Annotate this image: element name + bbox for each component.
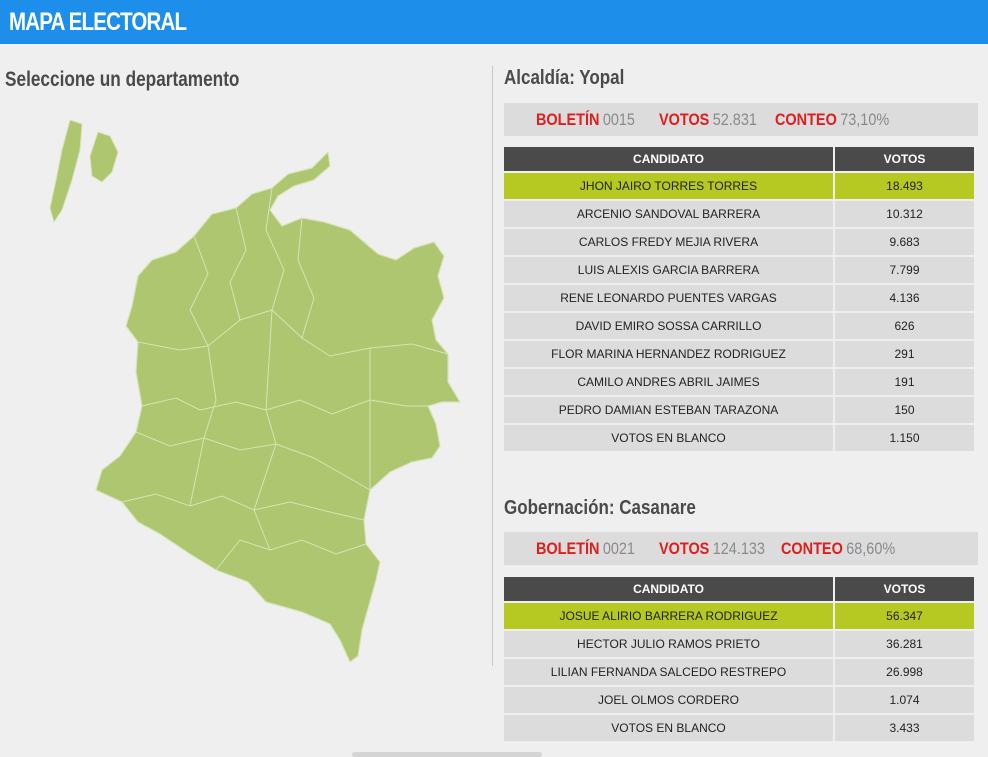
boletin-value: 0015 <box>602 110 635 129</box>
candidate-name: HECTOR JULIO RAMOS PRIETO <box>504 631 834 657</box>
table-row: CARLOS FREDY MEJIA RIVERA 9.683 <box>504 229 974 255</box>
candidate-votes: 4.136 <box>835 285 974 311</box>
candidate-votes: 56.347 <box>835 603 974 629</box>
column-divider <box>492 66 493 666</box>
colombia-map-svg[interactable] <box>40 110 480 670</box>
candidate-votes: 10.312 <box>835 201 974 227</box>
department-providencia[interactable] <box>89 131 119 183</box>
boletin-label: BOLETÍN <box>536 110 600 129</box>
candidate-votes: 7.799 <box>835 257 974 283</box>
alcaldia-conteo: CONTEO 73,10% <box>775 110 889 130</box>
department-san-andres[interactable] <box>49 119 83 224</box>
candidate-votes: 191 <box>835 369 974 395</box>
map-heading: Seleccione un departamento <box>5 68 240 91</box>
table-row: LILIAN FERNANDA SALCEDO RESTREPO 26.998 <box>504 659 974 685</box>
table-row: JHON JAIRO TORRES TORRES 18.493 <box>504 173 974 199</box>
votos-value: 124.133 <box>712 539 765 558</box>
table-row: VOTOS EN BLANCO 3.433 <box>504 715 974 741</box>
candidate-name: PEDRO DAMIAN ESTEBAN TARAZONA <box>504 397 833 423</box>
candidate-votes: 1.150 <box>835 425 974 451</box>
conteo-value: 68,60% <box>846 539 896 558</box>
column-header-votes: VOTOS <box>835 577 974 601</box>
top-bar: MAPA ELECTORAL <box>0 0 988 44</box>
candidate-votes: 18.493 <box>835 173 974 199</box>
conteo-label: CONTEO <box>781 539 843 558</box>
candidate-name: JHON JAIRO TORRES TORRES <box>504 173 833 199</box>
candidate-name: ARCENIO SANDOVAL BARRERA <box>504 201 833 227</box>
table-row: JOSUE ALIRIO BARRERA RODRIGUEZ 56.347 <box>504 603 974 629</box>
candidate-name: DAVID EMIRO SOSSA CARRILLO <box>504 313 833 339</box>
candidate-votes: 1.074 <box>835 687 974 713</box>
table-row: JOEL OLMOS CORDERO 1.074 <box>504 687 974 713</box>
candidate-name: RENE LEONARDO PUENTES VARGAS <box>504 285 833 311</box>
alcaldia-title: Alcaldía: Yopal <box>504 67 625 89</box>
candidate-name: LILIAN FERNANDA SALCEDO RESTREPO <box>504 659 834 685</box>
gobernacion-stats-bar: BOLETÍN 0021 VOTOS 124.133 CONTEO 68,60% <box>504 532 978 565</box>
column-header-candidate: CANDIDATO <box>504 147 833 171</box>
candidate-name: JOEL OLMOS CORDERO <box>504 687 834 713</box>
boletin-label: BOLETÍN <box>536 539 600 558</box>
candidate-votes: 291 <box>835 341 974 367</box>
gobernacion-votos: VOTOS 124.133 <box>659 539 765 559</box>
candidate-votes: 3.433 <box>835 715 974 741</box>
votos-label: VOTOS <box>659 110 710 129</box>
table-header-row: CANDIDATO VOTOS <box>504 147 974 171</box>
votos-value: 52.831 <box>712 110 757 129</box>
candidate-name: VOTOS EN BLANCO <box>504 715 834 741</box>
table-row: ARCENIO SANDOVAL BARRERA 10.312 <box>504 201 974 227</box>
table-row: VOTOS EN BLANCO 1.150 <box>504 425 974 451</box>
alcaldia-boletin: BOLETÍN 0015 <box>536 110 635 130</box>
table-row: CAMILO ANDRES ABRIL JAIMES 191 <box>504 369 974 395</box>
scroll-indicator[interactable] <box>352 752 542 757</box>
alcaldia-votos: VOTOS 52.831 <box>659 110 757 130</box>
candidate-votes: 150 <box>835 397 974 423</box>
gobernacion-results-table: CANDIDATO VOTOS JOSUE ALIRIO BARRERA ROD… <box>502 575 976 743</box>
candidate-votes: 36.281 <box>835 631 974 657</box>
conteo-label: CONTEO <box>775 110 837 129</box>
candidate-name: LUIS ALEXIS GARCIA BARRERA <box>504 257 833 283</box>
table-row: HECTOR JULIO RAMOS PRIETO 36.281 <box>504 631 974 657</box>
department-mainland[interactable] <box>95 150 462 663</box>
gobernacion-conteo: CONTEO 68,60% <box>781 539 895 559</box>
candidate-name: JOSUE ALIRIO BARRERA RODRIGUEZ <box>504 603 834 629</box>
table-row: LUIS ALEXIS GARCIA BARRERA 7.799 <box>504 257 974 283</box>
candidate-name: VOTOS EN BLANCO <box>504 425 833 451</box>
candidate-name: CARLOS FREDY MEJIA RIVERA <box>504 229 833 255</box>
votos-label: VOTOS <box>659 539 710 558</box>
candidate-name: FLOR MARINA HERNANDEZ RODRIGUEZ <box>504 341 833 367</box>
candidate-name: CAMILO ANDRES ABRIL JAIMES <box>504 369 833 395</box>
department-borders <box>121 187 449 571</box>
candidate-votes: 626 <box>835 313 974 339</box>
app-title: MAPA ELECTORAL <box>9 8 187 36</box>
table-row: PEDRO DAMIAN ESTEBAN TARAZONA 150 <box>504 397 974 423</box>
gobernacion-boletin: BOLETÍN 0021 <box>536 539 635 559</box>
alcaldia-results-table: CANDIDATO VOTOS JHON JAIRO TORRES TORRES… <box>502 145 976 453</box>
candidate-votes: 9.683 <box>835 229 974 255</box>
table-row: DAVID EMIRO SOSSA CARRILLO 626 <box>504 313 974 339</box>
colombia-map[interactable] <box>40 110 480 670</box>
table-row: FLOR MARINA HERNANDEZ RODRIGUEZ 291 <box>504 341 974 367</box>
gobernacion-title: Gobernación: Casanare <box>504 497 696 519</box>
column-header-votes: VOTOS <box>835 147 974 171</box>
boletin-value: 0021 <box>602 539 635 558</box>
candidate-votes: 26.998 <box>835 659 974 685</box>
table-row: RENE LEONARDO PUENTES VARGAS 4.136 <box>504 285 974 311</box>
column-header-candidate: CANDIDATO <box>504 577 834 601</box>
conteo-value: 73,10% <box>840 110 890 129</box>
table-header-row: CANDIDATO VOTOS <box>504 577 974 601</box>
alcaldia-stats-bar: BOLETÍN 0015 VOTOS 52.831 CONTEO 73,10% <box>504 103 978 136</box>
